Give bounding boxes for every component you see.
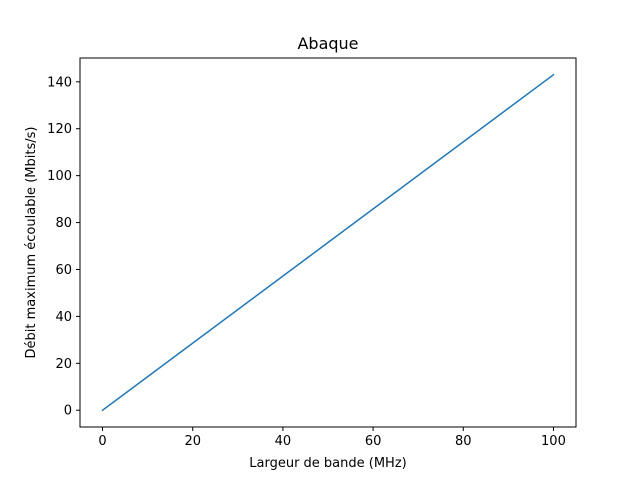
y-tick-label: 40 [55, 310, 72, 325]
y-tick-label: 0 [64, 404, 72, 419]
x-tick-label: 100 [541, 434, 566, 449]
y-tick-label: 80 [55, 216, 72, 231]
x-axis: 0 20 40 60 80 100 [98, 427, 566, 449]
x-axis-label: Largeur de bande (MHz) [249, 456, 406, 471]
y-tick-label: 20 [55, 357, 72, 372]
y-tick-label: 140 [47, 75, 72, 90]
plot-area [79, 57, 577, 428]
x-tick-label: 80 [455, 434, 472, 449]
y-tick-label: 120 [47, 122, 72, 137]
chart-title: Abaque [297, 34, 358, 53]
x-tick-label: 0 [98, 434, 106, 449]
series-line-0 [101, 73, 555, 412]
y-axis: 0 20 40 60 80 100 120 140 [47, 75, 80, 419]
x-tick-label: 20 [184, 434, 201, 449]
x-tick-label: 60 [365, 434, 382, 449]
y-axis-label: Débit maximum écoulable (Mbits/s) [24, 127, 39, 359]
axes-frame [79, 57, 577, 428]
series-layer [101, 73, 555, 412]
y-tick-label: 100 [47, 169, 72, 184]
y-tick-label: 60 [55, 263, 72, 278]
x-tick-label: 40 [275, 434, 292, 449]
